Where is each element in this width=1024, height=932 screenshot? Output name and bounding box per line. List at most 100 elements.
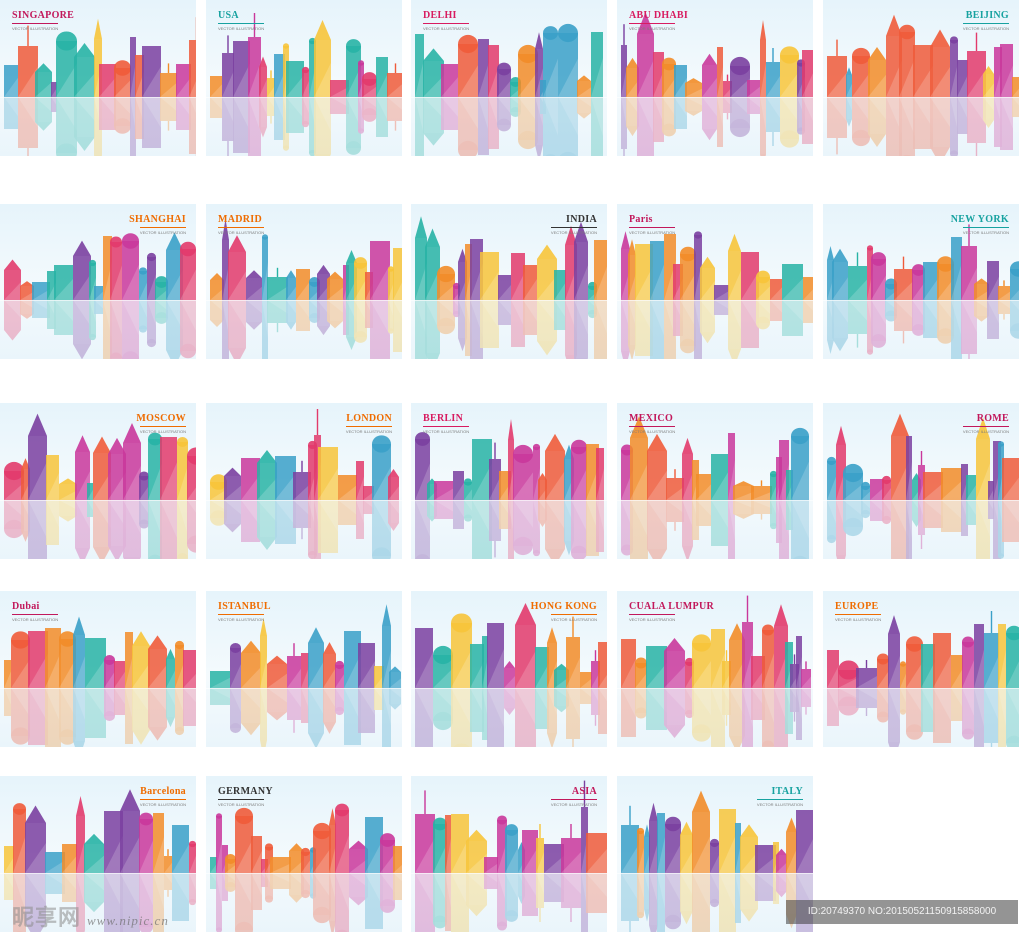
title-underline	[629, 614, 675, 615]
skyline-buildings	[4, 616, 196, 688]
city-subtitle: VECTOR ILLUSTRATION	[629, 617, 676, 622]
skyline-tile: ISTANBUL VECTOR ILLUSTRATION	[206, 591, 402, 747]
skyline-buildings	[4, 789, 196, 873]
skyline-buildings	[210, 409, 399, 500]
skyline-reflection	[621, 500, 809, 559]
skyline-illustration	[0, 17, 196, 156]
city-subtitle: VECTOR ILLUSTRATION	[962, 26, 1009, 31]
city-title: USA	[218, 10, 239, 21]
skyline-buildings	[415, 23, 603, 97]
skyline-reflection	[621, 873, 813, 932]
watermark-brand-cn: 昵享网	[12, 905, 82, 930]
skyline-buildings	[4, 232, 196, 300]
skyline-reflection	[415, 97, 603, 156]
title-underline	[218, 799, 264, 800]
title-underline	[140, 799, 186, 800]
skyline-reflection	[621, 688, 811, 747]
city-title: ITALY	[771, 786, 803, 797]
skyline-illustration	[411, 216, 607, 359]
title-underline	[629, 23, 675, 24]
skyline-reflection	[210, 500, 399, 559]
city-title: NEW YORK	[950, 214, 1009, 225]
skyline-illustration	[411, 419, 607, 559]
skyline-illustration	[206, 409, 402, 559]
title-underline	[835, 614, 881, 615]
city-subtitle: VECTOR ILLUSTRATION	[139, 429, 186, 434]
skyline-tile: SINGAPORE VECTOR ILLUSTRATION	[0, 0, 196, 156]
title-underline	[218, 23, 264, 24]
skyline-reflection	[210, 97, 402, 156]
skyline-reflection	[4, 97, 196, 156]
skyline-tile: GERMANY VECTOR ILLUSTRATION	[206, 776, 402, 932]
watermark-id: ID:20749370 NO:20150521150915858000	[786, 900, 1018, 924]
city-subtitle: VECTOR ILLUSTRATION	[423, 26, 470, 31]
skyline-buildings	[210, 219, 402, 300]
skyline-illustration	[206, 803, 402, 932]
skyline-illustration	[0, 413, 196, 559]
skyline-buildings	[827, 224, 1019, 300]
title-underline	[12, 23, 58, 24]
city-title: MOSCOW	[136, 413, 186, 424]
city-title: BERLIN	[423, 413, 464, 424]
skyline-reflection	[827, 300, 1019, 359]
skyline-reflection	[4, 873, 196, 932]
skyline-buildings	[415, 216, 607, 300]
city-title: HONG KONG	[530, 601, 597, 612]
city-title: DELHI	[423, 10, 457, 21]
skyline-illustration	[0, 789, 196, 932]
city-subtitle: VECTOR ILLUSTRATION	[550, 230, 597, 235]
skyline-reflection	[415, 500, 604, 559]
city-title: ROME	[976, 413, 1009, 424]
city-title: ISTANBUL	[218, 601, 271, 612]
city-subtitle: VECTOR ILLUSTRATION	[12, 617, 59, 622]
skyline-buildings	[415, 780, 607, 873]
city-subtitle: VECTOR ILLUSTRATION	[962, 429, 1009, 434]
skyline-reflection	[827, 97, 1019, 156]
city-subtitle: VECTOR ILLUSTRATION	[423, 429, 470, 434]
title-underline	[629, 426, 675, 427]
watermark-brand: 昵享网 www.nipic.cn	[12, 900, 169, 932]
skyline-reflection	[827, 688, 1019, 747]
skyline-tile: USA VECTOR ILLUSTRATION	[206, 0, 402, 156]
city-subtitle: VECTOR ILLUSTRATION	[218, 802, 265, 807]
city-subtitle: VECTOR ILLUSTRATION	[629, 230, 676, 235]
skyline-reflection	[415, 300, 607, 359]
skyline-reflection	[210, 873, 402, 932]
city-subtitle: VECTOR ILLUSTRATION	[629, 429, 676, 434]
skyline-illustration	[617, 595, 813, 747]
title-underline	[346, 426, 392, 427]
city-subtitle: VECTOR ILLUSTRATION	[218, 617, 265, 622]
skyline-illustration	[411, 780, 607, 932]
title-underline	[963, 227, 1009, 228]
title-underline	[757, 799, 803, 800]
skyline-reflection	[415, 688, 607, 747]
skyline-tile: DELHI VECTOR ILLUSTRATION	[411, 0, 607, 156]
skyline-tile: NEW YORK VECTOR ILLUSTRATION	[823, 204, 1019, 359]
skyline-tile: ROME VECTOR ILLUSTRATION	[823, 403, 1019, 559]
city-title: CUALA LUMPUR	[629, 601, 714, 612]
skyline-tile: ABU DHABI VECTOR ILLUSTRATION	[617, 0, 813, 156]
skyline-buildings	[4, 413, 196, 500]
title-underline	[140, 426, 186, 427]
skyline-illustration	[617, 231, 813, 359]
title-underline	[423, 426, 469, 427]
skyline-reflection	[621, 97, 813, 156]
skyline-tile: HONG KONG VECTOR ILLUSTRATION	[411, 591, 607, 747]
skyline-tile: Paris VECTOR ILLUSTRATION	[617, 204, 813, 359]
skyline-tile: BERLIN VECTOR ILLUSTRATION	[411, 403, 607, 559]
skyline-tile: MEXICO VECTOR ILLUSTRATION	[617, 403, 813, 559]
city-title: BEIJING	[965, 10, 1009, 21]
skyline-reflection	[210, 688, 401, 747]
skyline-buildings	[827, 611, 1019, 688]
title-underline	[551, 227, 597, 228]
skyline-buildings	[621, 416, 809, 500]
title-underline	[140, 227, 186, 228]
skyline-illustration	[206, 13, 402, 156]
skyline-buildings	[210, 604, 401, 688]
skyline-buildings	[621, 595, 811, 688]
skyline-reflection	[415, 873, 607, 932]
skyline-illustration	[617, 11, 813, 156]
skyline-tile: CUALA LUMPUR VECTOR ILLUSTRATION	[617, 591, 813, 747]
skyline-reflection	[4, 300, 196, 359]
city-subtitle: VECTOR ILLUSTRATION	[629, 26, 676, 31]
